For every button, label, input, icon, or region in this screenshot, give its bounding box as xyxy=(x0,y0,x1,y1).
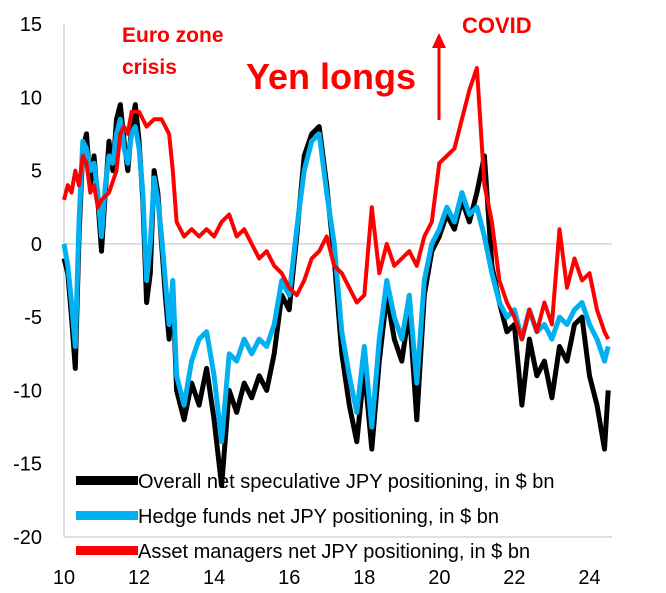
y-tick-label: 15 xyxy=(20,14,42,36)
y-tick-label: -20 xyxy=(13,527,42,549)
legend-swatch-hedge-funds xyxy=(76,511,138,520)
y-tick-label: 0 xyxy=(31,234,42,256)
y-tick-label: -5 xyxy=(24,307,42,329)
y-tick-label: -10 xyxy=(13,380,42,402)
series-line-overall xyxy=(61,102,611,489)
legend-swatch-asset-managers xyxy=(76,546,138,555)
legend-label-overall: Overall net speculative JPY positioning,… xyxy=(138,471,555,493)
x-tick-label: 12 xyxy=(128,567,150,589)
series-group xyxy=(61,66,611,489)
annotation-covid: COVID xyxy=(462,13,532,38)
legend-swatch-overall xyxy=(76,476,138,485)
y-tick-label: -15 xyxy=(13,454,42,476)
annotation-euro-zone: Euro zone xyxy=(122,24,224,47)
yen-longs-arrow-icon xyxy=(432,33,446,120)
x-tick-label: 24 xyxy=(578,567,600,589)
legend: Overall net speculative JPY positioning,… xyxy=(76,471,555,563)
series-line-hedge-funds xyxy=(61,116,611,445)
x-axis-ticks: 10 12 14 16 18 20 22 24 xyxy=(53,567,601,589)
x-tick-label: 10 xyxy=(53,567,75,589)
annotation-crisis: crisis xyxy=(122,56,177,79)
x-tick-label: 20 xyxy=(428,567,450,589)
x-tick-label: 18 xyxy=(353,567,375,589)
legend-label-hedge-funds: Hedge funds net JPY positioning, in $ bn xyxy=(138,506,499,528)
x-tick-label: 16 xyxy=(278,567,300,589)
series-line-asset-managers xyxy=(62,66,610,342)
y-tick-label: 10 xyxy=(20,87,42,109)
legend-label-asset-managers: Asset managers net JPY positioning, in $… xyxy=(138,541,530,563)
annotation-yen-longs: Yen longs xyxy=(246,56,416,97)
y-axis-ticks: 15 10 5 0 -5 -10 -15 -20 xyxy=(13,14,42,549)
x-tick-label: 22 xyxy=(503,567,525,589)
y-tick-label: 5 xyxy=(31,161,42,183)
x-tick-label: 14 xyxy=(203,567,225,589)
